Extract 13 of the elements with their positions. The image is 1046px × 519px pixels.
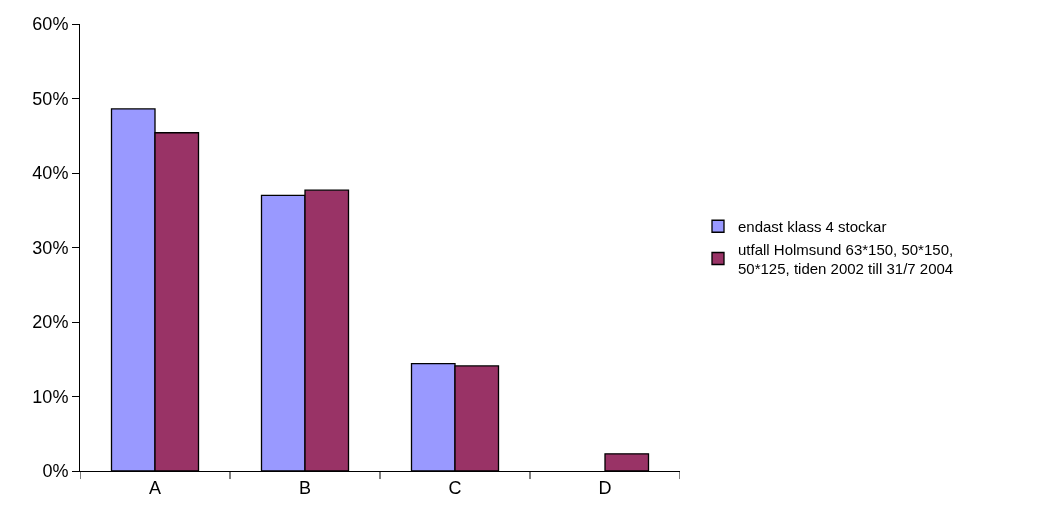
y-tick-label: 0% <box>42 461 69 482</box>
y-tick-label: 50% <box>32 88 69 109</box>
y-tick-label: 20% <box>32 312 69 333</box>
x-tick-label: D <box>598 477 612 498</box>
y-tick-label: 40% <box>32 163 69 184</box>
y-tick-label: 10% <box>32 386 69 407</box>
legend-label: utfall Holmsund 63*150, 50*150, 50*125, tiden 2002 till 31/7 2004 <box>738 240 954 278</box>
legend-label: endast klass 4 stockar <box>738 218 887 236</box>
y-tick-label: 30% <box>32 237 69 258</box>
x-tick-label: B <box>298 477 312 498</box>
x-tick-label: C <box>448 477 462 498</box>
x-tick-label: A <box>148 477 162 498</box>
y-tick-label: 60% <box>32 14 69 35</box>
